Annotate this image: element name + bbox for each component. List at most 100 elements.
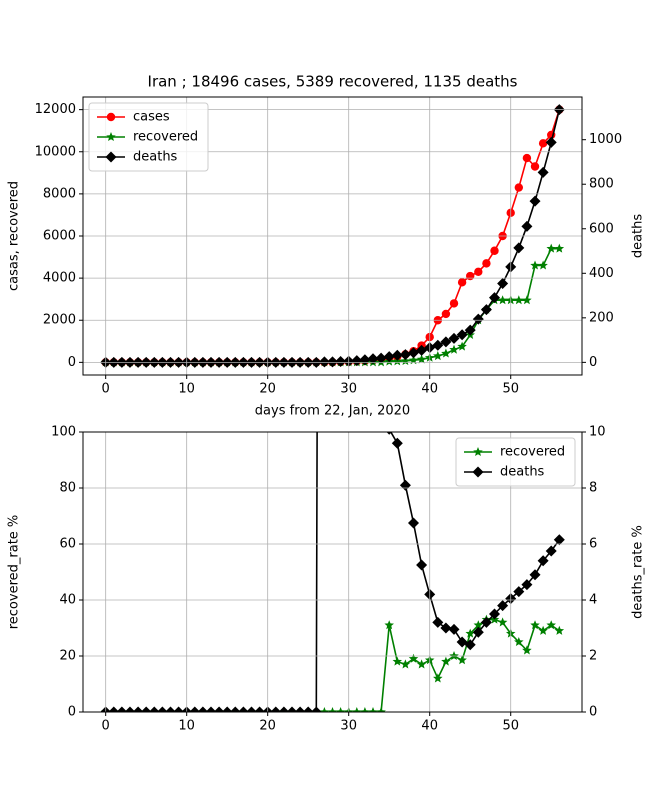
legend-label: deaths xyxy=(500,465,545,480)
data-point xyxy=(537,555,549,567)
y2-tick-label: 400 xyxy=(589,266,614,281)
data-point xyxy=(545,136,557,148)
y2-tick-label: 4 xyxy=(589,593,597,608)
data-point xyxy=(465,628,475,638)
data-point xyxy=(351,343,362,354)
data-point xyxy=(497,295,508,305)
x-tick-label: 10 xyxy=(178,382,195,397)
x-tick-label: 0 xyxy=(102,382,110,397)
data-point xyxy=(400,355,411,366)
data-point xyxy=(254,706,266,712)
data-point xyxy=(205,706,217,712)
data-point xyxy=(466,271,475,281)
data-point xyxy=(270,706,282,712)
y-tick-label: 2000 xyxy=(43,313,76,328)
y-tick-label: 6000 xyxy=(43,229,76,244)
data-point xyxy=(464,639,476,651)
y2-tick-label: 2 xyxy=(589,649,597,664)
data-point xyxy=(164,706,176,712)
data-point xyxy=(197,706,209,712)
legend-marker xyxy=(472,466,484,478)
data-point xyxy=(433,351,443,361)
data-point xyxy=(294,706,306,712)
data-point xyxy=(432,339,444,351)
data-point xyxy=(310,706,322,712)
data-point xyxy=(522,295,532,305)
data-point xyxy=(522,645,532,655)
data-point xyxy=(189,706,201,712)
data-point xyxy=(375,352,387,364)
data-point xyxy=(416,559,428,571)
data-point xyxy=(408,517,420,529)
data-point xyxy=(489,292,501,304)
data-point xyxy=(335,7,346,18)
data-point xyxy=(432,616,444,628)
data-point xyxy=(440,622,452,634)
data-point xyxy=(514,637,524,647)
y2-tick-label: 10 xyxy=(589,425,606,440)
data-point xyxy=(537,166,549,178)
data-point xyxy=(480,304,492,316)
data-point xyxy=(376,707,386,712)
data-point xyxy=(490,246,499,255)
x-tick-label: 50 xyxy=(502,382,519,397)
x-axis-label: days from 22, Jan, 2020 xyxy=(255,404,410,419)
data-point xyxy=(140,706,152,712)
data-point xyxy=(319,707,330,712)
data-point xyxy=(546,620,556,630)
data-point xyxy=(538,625,548,635)
legend-marker xyxy=(106,132,116,142)
x-tick-label: 10 xyxy=(178,719,195,734)
x-tick-label: 0 xyxy=(102,719,110,734)
data-point xyxy=(456,329,468,341)
data-point xyxy=(448,332,460,344)
chart-title: Iran ; 18496 cases, 5389 recovered, 1135… xyxy=(148,73,518,91)
series-line xyxy=(105,432,560,712)
data-point xyxy=(229,706,241,712)
x-tick-label: 20 xyxy=(259,382,276,397)
y2-tick-label: 600 xyxy=(589,221,614,236)
data-point xyxy=(464,324,476,336)
data-point xyxy=(221,706,233,712)
data-point xyxy=(108,706,120,712)
y-tick-label: 20 xyxy=(59,649,76,664)
data-point xyxy=(497,600,509,612)
legend-marker xyxy=(105,151,117,163)
data-point xyxy=(553,534,565,546)
data-point xyxy=(472,313,484,325)
y2-tick-label: 8 xyxy=(589,481,597,496)
x-tick-label: 20 xyxy=(259,719,276,734)
legend-box xyxy=(455,437,576,487)
data-point xyxy=(473,620,484,630)
data-point xyxy=(472,626,484,638)
x-tick-label: 30 xyxy=(340,719,357,734)
y2-tick-label: 6 xyxy=(589,537,597,552)
data-point xyxy=(148,706,160,712)
data-point xyxy=(408,355,419,365)
data-point xyxy=(497,278,509,290)
y2-tick-label: 0 xyxy=(589,355,597,370)
data-point xyxy=(327,707,338,712)
data-point xyxy=(132,706,144,712)
data-point xyxy=(278,706,290,712)
data-point xyxy=(392,656,403,666)
data-point xyxy=(408,653,419,663)
data-point xyxy=(449,344,459,354)
data-point xyxy=(480,616,492,628)
data-point xyxy=(521,220,533,232)
data-point xyxy=(245,706,257,712)
data-point xyxy=(286,706,298,712)
axes-frame xyxy=(82,96,583,376)
y2-tick-label: 200 xyxy=(589,310,614,325)
data-point xyxy=(399,349,411,361)
series-line xyxy=(105,247,560,364)
x-tick-label: 40 xyxy=(421,382,438,397)
data-point xyxy=(530,260,540,270)
data-point xyxy=(449,651,459,661)
y2-axis-label: deaths_rate % xyxy=(631,525,646,619)
data-point xyxy=(529,569,541,581)
data-point xyxy=(529,195,541,207)
data-point xyxy=(376,421,387,432)
data-point xyxy=(545,545,557,557)
